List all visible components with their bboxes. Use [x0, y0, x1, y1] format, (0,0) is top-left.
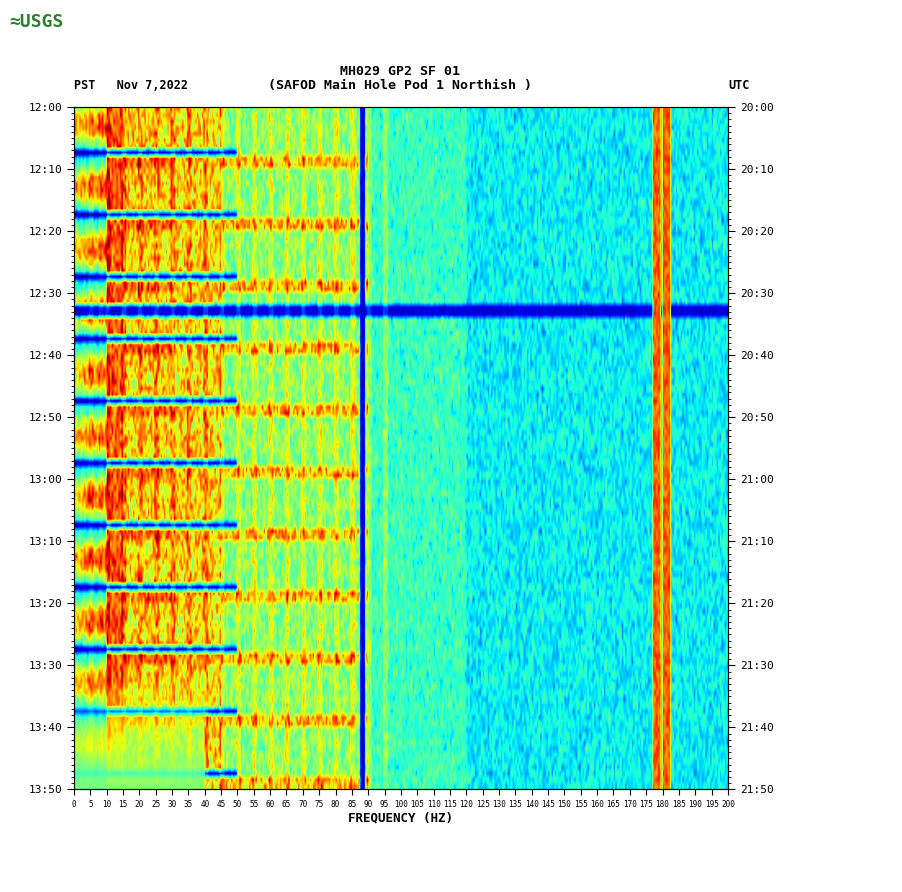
X-axis label: FREQUENCY (HZ): FREQUENCY (HZ) [348, 812, 454, 824]
Text: UTC: UTC [728, 78, 750, 92]
Text: (SAFOD Main Hole Pod 1 Northish ): (SAFOD Main Hole Pod 1 Northish ) [269, 78, 532, 92]
Text: ≈USGS: ≈USGS [9, 13, 63, 31]
Text: PST   Nov 7,2022: PST Nov 7,2022 [74, 78, 188, 92]
Text: MH029 GP2 SF 01: MH029 GP2 SF 01 [340, 65, 461, 78]
